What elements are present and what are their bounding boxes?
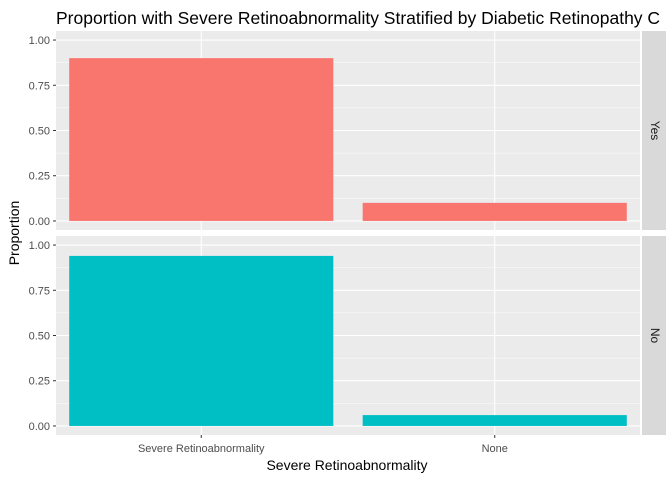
bar-no-1 (69, 255, 334, 426)
y-tick-label: 0.75 (29, 80, 50, 92)
y-axis-title: Proportion (6, 201, 22, 266)
facet-strip-label: No (648, 328, 662, 344)
x-axis-ticks: Severe Retinoabnormality None (138, 435, 508, 455)
y-tick-label: 1.00 (29, 35, 50, 47)
facet-strip (642, 236, 666, 435)
chart-title: Proportion with Severe Retinoabnormality… (56, 8, 660, 28)
bar-yes-2 (362, 202, 627, 221)
x-axis-title: Severe Retinoabnormality (266, 457, 427, 473)
y-tick-label: 0.50 (29, 126, 50, 138)
facet-strip (642, 31, 666, 230)
y-tick-label: 0.75 (29, 285, 50, 297)
y-tick-label: 1.00 (29, 240, 50, 252)
facet-panels: 0.00 0.25 0.50 0.75 1.00 Yes 0.00 0.25 0.50 0.75 1… (29, 31, 666, 435)
x-tick-label: None (482, 443, 508, 455)
facet-panel-yes: 0.00 0.25 0.50 0.75 1.00 Yes (29, 31, 666, 230)
y-tick-label: 0.50 (29, 331, 50, 343)
bar-no-2 (362, 415, 627, 426)
y-tick-label: 0.00 (29, 421, 50, 433)
y-tick-label: 0.25 (29, 376, 50, 388)
y-tick-label: 0.25 (29, 171, 50, 183)
x-tick-label: Severe Retinoabnormality (138, 443, 265, 455)
bar-yes-1 (69, 58, 334, 221)
facet-panel-no: 0.00 0.25 0.50 0.75 1.00 No (29, 236, 666, 435)
y-tick-label: 0.00 (29, 216, 50, 228)
facet-strip-label: Yes (648, 121, 662, 141)
